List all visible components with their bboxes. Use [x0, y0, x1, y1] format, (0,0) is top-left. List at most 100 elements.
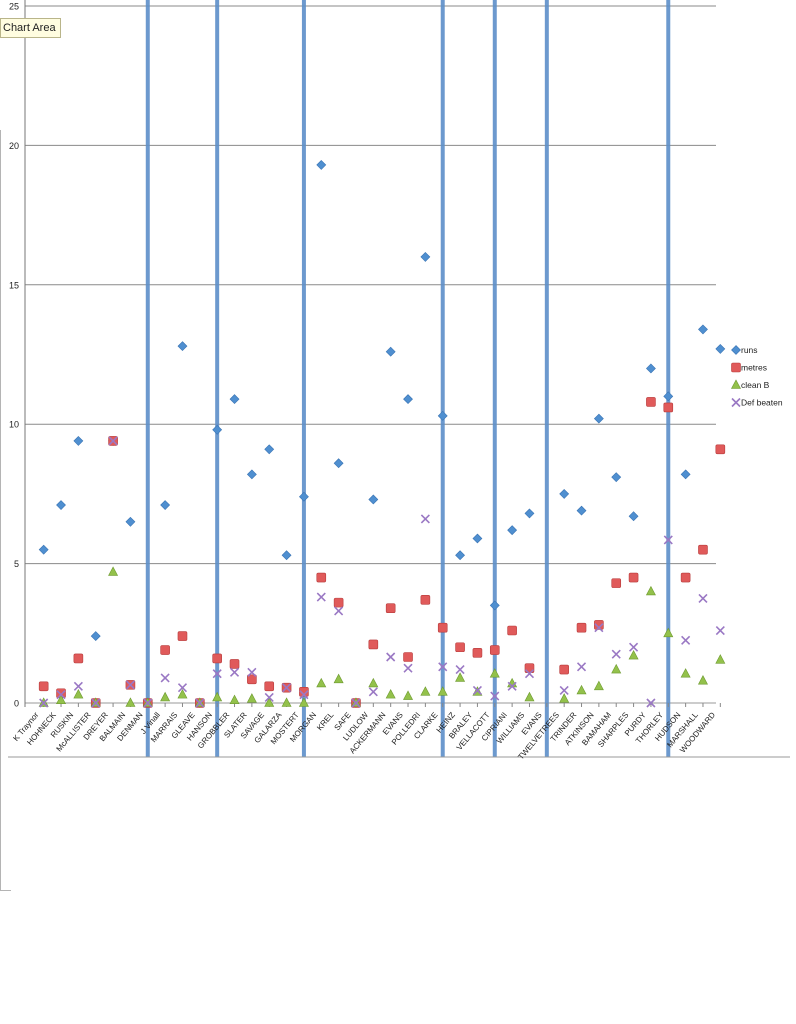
point-triangle [403, 690, 414, 700]
point-square [646, 397, 656, 407]
point-x [646, 698, 656, 708]
point-diamond [524, 508, 535, 519]
point-square [628, 572, 639, 583]
point-x [698, 593, 708, 604]
point-triangle [212, 691, 223, 702]
point-x [472, 685, 482, 696]
point-triangle [489, 668, 500, 678]
point-diamond [663, 391, 674, 402]
point-square [594, 620, 604, 630]
point-diamond [177, 341, 188, 352]
point-diamond [160, 500, 171, 510]
legend-marker-x [731, 397, 741, 408]
point-diamond [299, 491, 309, 502]
point-triangle [56, 694, 67, 705]
point-diamond [455, 550, 465, 561]
point-x [39, 698, 49, 708]
point-diamond [368, 494, 379, 505]
point-diamond [576, 505, 587, 516]
point-triangle [697, 675, 708, 685]
point-diamond [229, 394, 240, 405]
point-triangle [281, 697, 292, 707]
point-square [368, 639, 379, 650]
point-triangle [246, 693, 257, 703]
point-x [629, 642, 639, 652]
point-diamond [212, 424, 223, 435]
legend-marker-square [731, 362, 741, 373]
point-x [91, 698, 101, 708]
point-x [490, 691, 500, 701]
point-diamond [715, 343, 726, 354]
point-triangle [524, 691, 535, 702]
point-x [715, 625, 725, 636]
point-square [576, 622, 587, 633]
point-x [282, 683, 292, 693]
point-triangle [455, 672, 466, 682]
point-square [559, 664, 569, 675]
point-triangle [333, 673, 344, 684]
legend-label: runs [741, 345, 758, 355]
point-x [524, 669, 535, 679]
point-x [507, 681, 517, 691]
x-category-label: KREL [315, 710, 336, 732]
point-diamond [385, 346, 396, 357]
point-square [680, 572, 691, 583]
gridlines [25, 5, 716, 704]
point-diamond [559, 488, 570, 499]
point-x [143, 698, 153, 708]
point-x [177, 683, 188, 693]
legend-label: Def beaten [741, 398, 783, 408]
y-tick-label: 10 [9, 420, 19, 430]
point-square [420, 595, 431, 605]
y-tick-label: 5 [14, 559, 19, 569]
point-square [507, 625, 517, 636]
point-x [108, 436, 118, 446]
point-triangle [316, 677, 327, 688]
point-triangle [298, 697, 309, 707]
legend[interactable]: runs metres clean B Def beaten [731, 345, 783, 408]
point-x [403, 663, 413, 673]
point-square [698, 544, 708, 555]
point-diamond [403, 394, 413, 405]
point-triangle [160, 691, 171, 702]
point-triangle [385, 688, 396, 699]
point-diamond [593, 413, 604, 424]
point-triangle [611, 663, 622, 674]
point-square [264, 681, 275, 692]
point-diamond [472, 533, 483, 544]
point-x [368, 687, 378, 697]
point-diamond [264, 444, 275, 455]
point-square [73, 653, 84, 664]
point-triangle [628, 649, 639, 660]
point-diamond [646, 363, 656, 374]
point-square [715, 444, 726, 455]
point-diamond [420, 251, 431, 262]
point-square [611, 578, 622, 588]
point-x [195, 698, 205, 708]
point-diamond [698, 324, 708, 335]
point-triangle [663, 627, 674, 638]
point-diamond [680, 469, 691, 480]
point-square [403, 652, 413, 662]
point-x [264, 692, 274, 702]
point-diamond [38, 544, 49, 555]
y-tick-label: 15 [9, 280, 19, 290]
point-square [316, 572, 327, 583]
point-square [437, 622, 448, 633]
point-diamond [611, 472, 622, 483]
point-diamond [73, 436, 84, 446]
point-square [663, 402, 674, 413]
point-diamond [246, 469, 257, 480]
y-tick-label: 25 [9, 2, 19, 12]
point-diamond [56, 500, 66, 510]
point-triangle [264, 697, 275, 707]
point-x [455, 664, 465, 675]
point-diamond [628, 511, 639, 522]
point-triangle [368, 677, 379, 688]
point-diamond [437, 410, 448, 421]
point-x [247, 667, 257, 677]
data-markers [38, 159, 726, 708]
inner-chart-frame [0, 130, 11, 891]
